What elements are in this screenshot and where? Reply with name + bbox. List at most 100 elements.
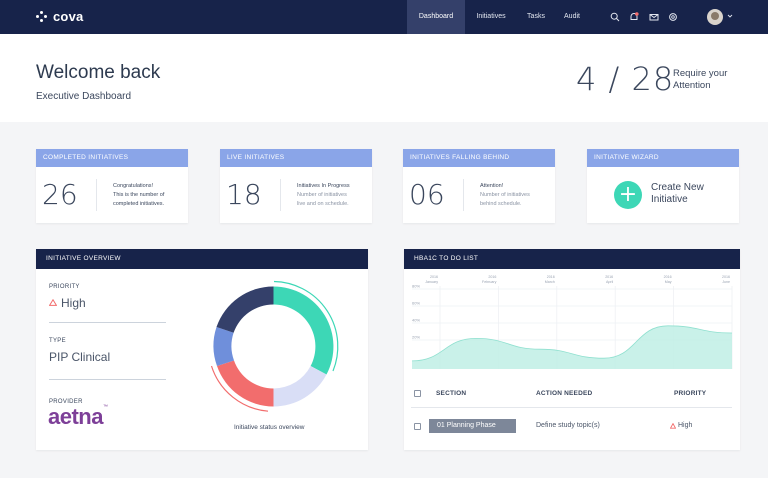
priority-value: High [61,296,86,310]
create-initiative-button[interactable]: Create New Initiative [651,182,704,205]
card-description: Congratulations! This is the number of c… [113,182,187,209]
provider-logo-text: aetna [48,404,103,429]
donut-caption: Initiative status overview [234,424,305,431]
nav-tasks[interactable]: Tasks [527,13,545,20]
type-value: PIP Clinical [49,350,111,364]
panel-header: HBA1C TO DO LIST [404,249,740,269]
action-text: Define study topic(s) [536,422,600,429]
column-priority: PRIORITY [674,390,707,397]
top-nav: cova Dashboard Initiatives Tasks Audit [0,0,768,34]
donut-segment-teal [273,286,334,375]
donut-segment-navy [216,286,274,333]
card-value: 18 [226,178,262,211]
trend-area-chart: 2016January2016February2016March2016Apri… [411,275,733,369]
card-line: Number of initiatives [297,192,347,198]
initiative-wizard-card: INITIATIVE WIZARD + Create New Initiativ… [587,149,739,223]
provider-label: PROVIDER [49,399,83,405]
area-line [411,325,733,362]
card-line: behind schedule. [480,201,522,207]
attention-count: 4 / 28 [576,60,675,98]
select-all-checkbox[interactable] [414,390,421,397]
plus-icon[interactable]: + [614,181,642,209]
priority-text: High [678,422,693,429]
column-action-needed: ACTION NEEDED [536,390,593,397]
search-icon[interactable] [610,12,620,22]
y-tick-label: 20% [412,335,420,340]
alert-triangle-icon [49,299,57,306]
x-tick-year: 2016 [488,275,496,279]
live-initiatives-card[interactable]: LIVE INITIATIVES 18 Initiatives In Progr… [220,149,372,223]
card-line: Attention! [480,183,504,189]
card-divider [280,179,281,211]
x-tick-month: April [606,280,613,284]
notification-icon[interactable] [629,12,639,22]
settings-icon[interactable] [668,12,678,22]
y-tick-label: 40% [412,318,420,323]
todo-list-panel: HBA1C TO DO LIST 2016 January 2016 February… [404,249,740,450]
user-avatar[interactable] [707,9,723,25]
section-badge: 01 Planning Phase [429,419,516,433]
provider-logo: aetna™ [48,404,108,429]
card-line: Number of initiatives [480,192,530,198]
falling-behind-card[interactable]: INITIATIVES FALLING BEHIND 06 Attention!… [403,149,555,223]
chevron-down-icon[interactable] [727,13,733,19]
x-tick-month: May [665,280,672,284]
type-label: TYPE [49,338,66,344]
x-tick-month: January [425,280,438,284]
card-header: INITIATIVE WIZARD [587,149,739,167]
x-tick-month: February [482,280,497,284]
card-header: LIVE INITIATIVES [220,149,372,167]
mail-icon[interactable] [649,12,659,22]
welcome-banner: Welcome back Executive Dashboard 4 / 28 … [0,34,768,122]
card-line: Congratulations! [113,183,154,189]
page-subtitle: Executive Dashboard [36,91,132,102]
x-tick-year: 2016 [430,275,438,279]
card-line: completed initiatives. [113,201,165,207]
donut-segments [213,286,334,407]
priority-label: PRIORITY [49,284,80,290]
card-line: live and on schedule. [297,201,349,207]
nav-dashboard[interactable]: Dashboard [407,0,465,34]
x-tick-year: 2016 [722,275,730,279]
x-tick-month: March [545,280,555,284]
donut-segment-periwinkle [213,327,234,366]
alert-triangle-icon [670,423,676,429]
donut-outer-arc-coral [210,365,269,412]
divider [49,379,166,380]
x-tick-year: 2016 [664,275,672,279]
x-tick-year: 2016 [547,275,555,279]
card-divider [463,179,464,211]
card-description: Initiatives In Progress Number of initia… [297,182,371,209]
panel-header: INITIATIVE OVERVIEW [36,249,368,269]
page-title: Welcome back [36,62,161,83]
card-header: COMPLETED INITIATIVES [36,149,188,167]
card-line: This is the number of [113,192,165,198]
area-fill [412,325,732,369]
donut-outer-arc-teal [273,280,339,372]
y-tick-label: 80% [412,284,420,289]
card-divider [96,179,97,211]
app-logo[interactable]: cova [36,9,83,24]
card-header: INITIATIVES FALLING BEHIND [403,149,555,167]
status-donut-chart [210,280,339,412]
card-description: Attention! Number of initiatives behind … [480,182,554,209]
x-tick-year: 2016 [605,275,613,279]
card-value: 06 [409,178,445,211]
x-tick-month: June [722,280,730,284]
nav-audit[interactable]: Audit [564,13,580,20]
donut-segment-lavender [273,366,327,407]
logo-icon [36,10,48,23]
donut-segment-coral [217,360,274,407]
column-section: SECTION [436,390,467,397]
y-tick-label: 60% [412,301,420,306]
row-divider [411,407,732,408]
completed-initiatives-card[interactable]: COMPLETED INITIATIVES 26 Congratulations… [36,149,188,223]
attention-label: Require your Attention [673,68,728,91]
row-checkbox[interactable] [414,423,421,430]
card-value: 26 [42,178,78,211]
card-line: Initiatives In Progress [297,183,350,189]
nav-initiatives[interactable]: Initiatives [476,13,506,20]
logo-text: cova [53,9,84,24]
initiative-overview-panel: INITIATIVE OVERVIEW PRIORITY High TYPE P… [36,249,368,450]
divider [49,322,166,323]
